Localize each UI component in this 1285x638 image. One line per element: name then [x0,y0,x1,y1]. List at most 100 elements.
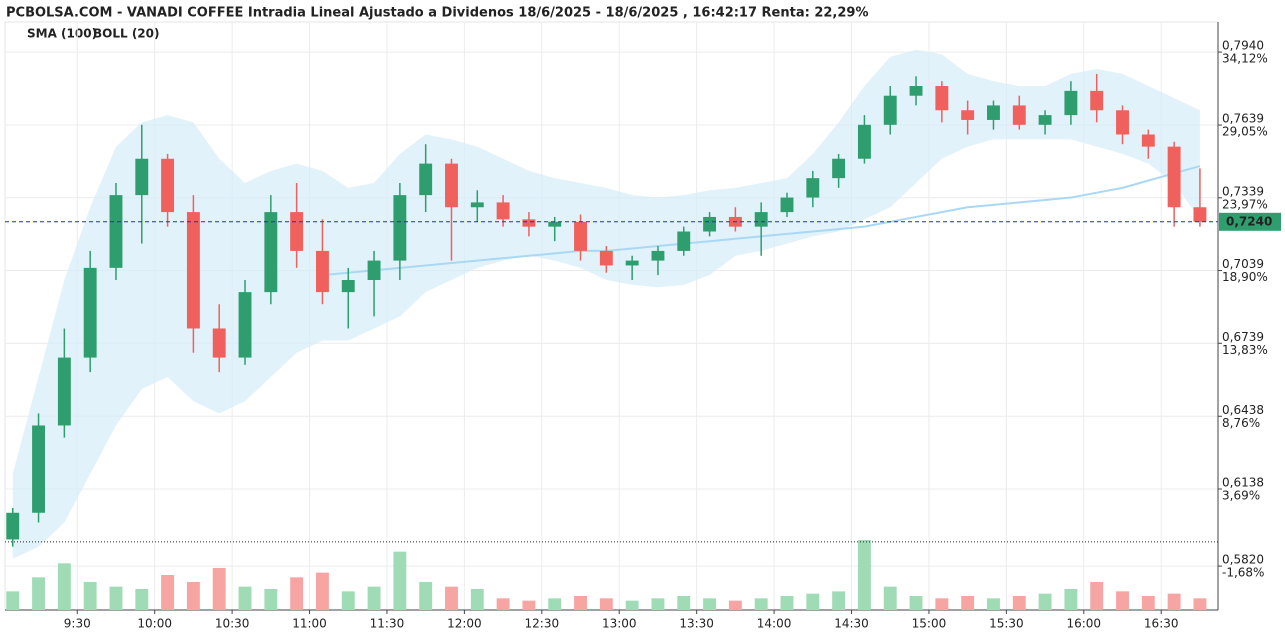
y-tick-return: 13,83% [1222,343,1268,357]
volume-bar [1090,582,1104,610]
x-tick-label: 16:00 [1066,617,1101,631]
x-tick-label: 11:30 [370,617,405,631]
candle-body [883,95,897,125]
x-tick-label: 15:00 [912,617,947,631]
y-tick-label: 0,7039 [1222,257,1264,271]
volume-bar [393,551,407,610]
candle-body [367,260,381,280]
x-tick-label: 10:30 [215,617,250,631]
candle-body [987,105,1000,120]
candle-body [703,216,717,232]
candle-body [470,202,484,208]
volume-bar [341,591,355,610]
y-tick-return: 18,90% [1222,270,1268,284]
volume-bar [909,596,923,610]
volume-bar [419,582,433,610]
candle-body [1141,134,1155,147]
volume-bar [264,589,278,610]
volume-bar [83,582,97,610]
volume-bar [367,586,381,610]
candle-body [522,219,536,227]
candle-body [264,212,278,293]
candle-body [909,86,923,96]
candle-body [238,292,252,358]
candle-body [1193,207,1207,222]
volume-bar [883,586,897,610]
volume-bar [186,582,200,610]
volume-bar [806,593,820,610]
candle-body [83,267,97,358]
y-tick-label: 0,7639 [1222,112,1264,126]
candle-body [186,212,200,329]
candle-body [1116,110,1129,135]
candle-body [109,195,123,268]
candle-body [341,279,355,293]
volume-bar [290,577,304,610]
y-tick-return: 29,05% [1222,125,1268,139]
x-tick-label: 16:30 [1144,617,1179,631]
x-tick-label: 12:00 [447,617,482,631]
volume-bar [677,596,691,610]
volume-bar [599,598,613,610]
volume-bar [548,598,562,610]
volume-bar [651,598,665,610]
last-price-label: 0,7240 [1226,214,1272,228]
candle-body [754,212,768,227]
y-tick-return: 3,69% [1222,489,1260,503]
candle-body [496,202,510,220]
candle-body [6,512,20,540]
y-tick-label: 0,6438 [1222,403,1264,417]
y-tick-label: 0,5820 [1222,553,1264,567]
y-tick-label: 0,7940 [1222,39,1264,53]
candle-body [445,163,458,208]
x-tick-label: 14:00 [757,617,792,631]
y-tick-label: 0,6138 [1222,476,1264,490]
candle-body [548,221,562,227]
volume-bar [857,540,871,610]
candle-body [1064,90,1078,116]
volume-bar [238,586,252,610]
volume-bar [522,600,536,610]
candle-body [290,212,304,251]
candle-body [212,328,226,358]
volume-bar [832,591,846,610]
volume-bar [1167,593,1181,610]
volume-bar [470,589,484,610]
candle-body [780,197,794,213]
last-price-box [1219,212,1281,231]
volume-bar [625,600,639,610]
candle-body [1167,146,1181,208]
candle-body [961,110,975,120]
volume-bar [780,596,794,610]
volume-bar [212,568,226,610]
volume-bar [1141,596,1155,610]
volume-bar [109,586,123,610]
x-tick-label: 12:30 [525,617,560,631]
x-tick-label: 10:00 [137,617,172,631]
volume-bar [961,596,975,610]
candle-body [1090,90,1104,111]
candle-body [677,231,691,251]
chart-title: PCBOLSA.COM - VANADI COFFEE Intradia Lin… [6,6,869,21]
candle-body [574,221,587,251]
candle-body [857,124,871,159]
volume-bar [445,586,458,610]
candle-body [57,357,71,426]
volume-bar [1064,589,1078,610]
candle-body [32,425,46,513]
legend-boll: BOLL (20) [93,27,160,41]
volume-bar [315,572,329,610]
candle-body [935,86,949,111]
y-tick-label: 0,7339 [1222,184,1264,198]
volume-bar [728,600,742,610]
candle-body [1038,115,1052,125]
volume-bar [1038,593,1052,610]
y-tick-return: 34,12% [1222,52,1268,66]
candle-body [1012,105,1026,125]
volume-bar [6,591,20,610]
volume-bar [987,598,1000,610]
legend-sma: SMA (100) [27,27,97,41]
candle-body [419,163,433,196]
y-tick-label: 0,6739 [1222,330,1264,344]
volume-bar [1116,591,1129,610]
